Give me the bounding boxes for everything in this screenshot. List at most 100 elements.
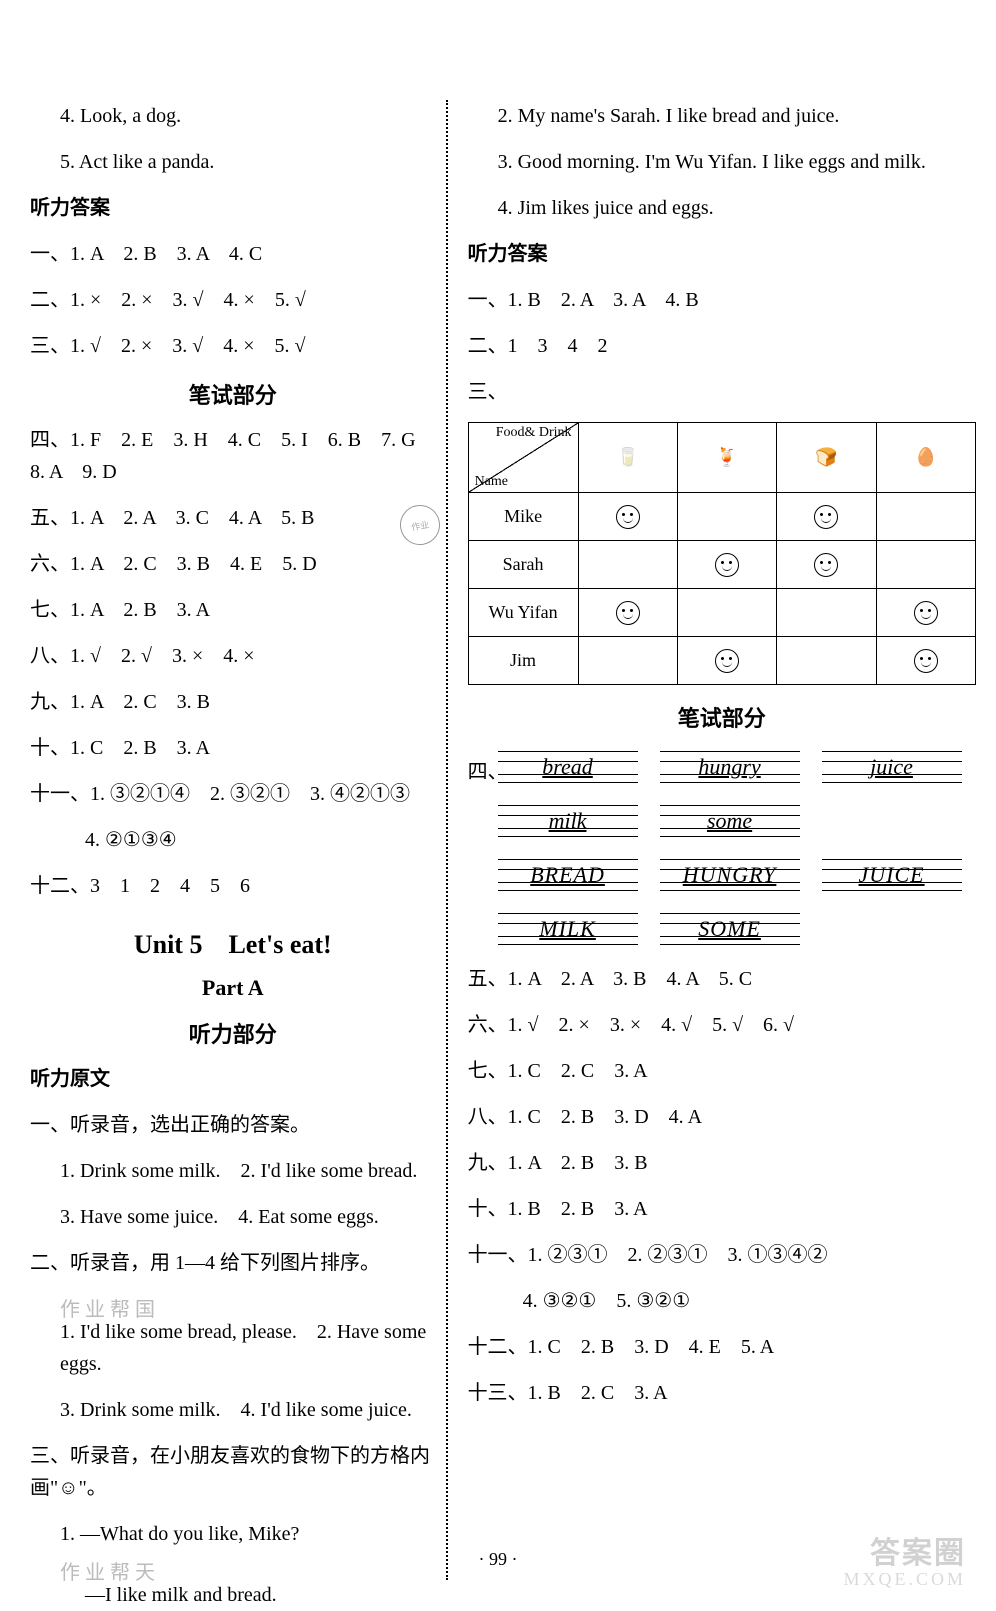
- section-title: 听力部分: [30, 1017, 436, 1049]
- text: 3. Good morning. I'm Wu Yifan. I like eg…: [468, 146, 976, 178]
- juice-icon: 🍹: [677, 423, 776, 493]
- milk-icon: 🥛: [578, 423, 677, 493]
- left-column: 4. Look, a dog. 5. Act like a panda. 听力答…: [30, 100, 446, 1580]
- handwriting-word: bread: [498, 747, 638, 787]
- mark-cell: [876, 589, 975, 637]
- mark-cell: [777, 541, 876, 589]
- diag-header: Food& Drink Name: [468, 423, 578, 493]
- answer-row: 十一、1. ③②①④ 2. ③②① 3. ④②①③: [30, 778, 436, 810]
- answer-row: 五、1. A 2. A 3. C 4. A 5. B: [30, 502, 436, 534]
- name-cell: Mike: [468, 493, 578, 541]
- mark-cell: [677, 589, 776, 637]
- answer-row: 4. ②①③④: [30, 824, 436, 856]
- hw-row: bread hungry juice: [498, 747, 976, 787]
- smile-icon: [914, 601, 938, 625]
- mark-cell: [876, 493, 975, 541]
- answer-row: 八、1. √ 2. √ 3. × 4. ×: [30, 640, 436, 672]
- text: 1. Drink some milk. 2. I'd like some bre…: [30, 1155, 436, 1187]
- answer-row: 一、1. A 2. B 3. A 4. C: [30, 238, 436, 270]
- question: 二、听录音，用 1—4 给下列图片排序。: [30, 1247, 436, 1279]
- answer-row: 十二、3 1 2 4 5 6: [30, 870, 436, 902]
- mark-cell: [578, 541, 677, 589]
- part-title: Part A: [30, 975, 436, 1001]
- question: 一、听录音，选出正确的答案。: [30, 1109, 436, 1141]
- food-table: Food& Drink Name 🥛 🍹 🍞 🥚 MikeSarahWu Yif…: [468, 422, 976, 685]
- right-column: 2. My name's Sarah. I like bread and jui…: [446, 100, 976, 1580]
- mark-cell: [876, 541, 975, 589]
- mark-cell: [677, 637, 776, 685]
- answer-row: 十一、1. ②③① 2. ②③① 3. ①③④②: [468, 1239, 976, 1271]
- page-columns: 4. Look, a dog. 5. Act like a panda. 听力答…: [30, 100, 976, 1580]
- answer-row: 一、1. B 2. A 3. A 4. B: [468, 284, 976, 316]
- answer-row: 六、1. √ 2. × 3. × 4. √ 5. √ 6. √: [468, 1009, 976, 1041]
- heading: 听力原文: [30, 1063, 436, 1095]
- mark-cell: [677, 493, 776, 541]
- text: —I like milk and bread.: [30, 1579, 436, 1611]
- answer-row: 九、1. A 2. C 3. B: [30, 686, 436, 718]
- handwriting-word: milk: [498, 801, 638, 841]
- answer-row: 4. ③②① 5. ③②①: [468, 1285, 976, 1317]
- mark-cell: [578, 589, 677, 637]
- table-row: Mike: [468, 493, 975, 541]
- handwriting-word: HUNGRY: [660, 855, 800, 895]
- handwriting-word: JUICE: [822, 855, 962, 895]
- answer-row: 二、1. × 2. × 3. √ 4. × 5. √: [30, 284, 436, 316]
- smile-icon: [914, 649, 938, 673]
- handwriting-block: 四、 bread hungry juice milk some BREAD HUNGRY…: [468, 747, 976, 963]
- answer-row: 三、: [468, 376, 976, 408]
- handwriting-word: juice: [822, 747, 962, 787]
- answer-row: 七、1. C 2. C 3. A: [468, 1055, 976, 1087]
- diag-bottom: Name: [475, 474, 508, 490]
- answer-row: 七、1. A 2. B 3. A: [30, 594, 436, 626]
- mark-cell: [677, 541, 776, 589]
- mark-cell: [578, 637, 677, 685]
- diag-top: Food& Drink: [496, 425, 572, 442]
- handwriting-word: hungry: [660, 747, 800, 787]
- section-title: 笔试部分: [30, 378, 436, 410]
- text: 3. Have some juice. 4. Eat some eggs.: [30, 1201, 436, 1233]
- watermark: 答案圈: [870, 1528, 966, 1572]
- heading: 听力答案: [468, 238, 976, 270]
- handwriting-word: MILK: [498, 909, 638, 949]
- answer-row: 十、1. B 2. B 3. A: [468, 1193, 976, 1225]
- text: 3. Drink some milk. 4. I'd like some jui…: [30, 1394, 436, 1426]
- smile-icon: [715, 553, 739, 577]
- unit-title: Unit 5 Let's eat!: [30, 924, 436, 961]
- name-cell: Jim: [468, 637, 578, 685]
- mark-cell: [777, 589, 876, 637]
- answer-row: 五、1. A 2. A 3. B 4. A 5. C: [468, 963, 976, 995]
- answer-row: 十、1. C 2. B 3. A: [30, 732, 436, 764]
- smile-icon: [715, 649, 739, 673]
- hw-label: 四、: [468, 747, 498, 784]
- heading: 听力答案: [30, 192, 436, 224]
- bread-icon: 🍞: [777, 423, 876, 493]
- section-title: 笔试部分: [468, 701, 976, 733]
- hw-rows: bread hungry juice milk some BREAD HUNGRY JUI…: [498, 747, 976, 963]
- mark-cell: [777, 637, 876, 685]
- name-cell: Sarah: [468, 541, 578, 589]
- answer-row: 三、1. √ 2. × 3. √ 4. × 5. √: [30, 330, 436, 362]
- mark-cell: [777, 493, 876, 541]
- answer-row: 六、1. A 2. C 3. B 4. E 5. D: [30, 548, 436, 580]
- mark-cell: [578, 493, 677, 541]
- answer-row: 二、1 3 4 2: [468, 330, 976, 362]
- handwriting-word: BREAD: [498, 855, 638, 895]
- hw-row: MILK SOME: [498, 909, 976, 949]
- question: 三、听录音，在小朋友喜欢的食物下的方格内画"☺"。: [30, 1440, 436, 1504]
- hw-row: milk some: [498, 801, 976, 841]
- smile-icon: [616, 505, 640, 529]
- page-number: · 99 ·: [0, 1549, 996, 1570]
- text: 2. My name's Sarah. I like bread and jui…: [468, 100, 976, 132]
- handwriting-word: SOME: [660, 909, 800, 949]
- table-header-row: Food& Drink Name 🥛 🍹 🍞 🥚: [468, 423, 975, 493]
- text: 1. —What do you like, Mike?: [30, 1518, 436, 1550]
- text: 4. Look, a dog.: [30, 100, 436, 132]
- answer-row: 八、1. C 2. B 3. D 4. A: [468, 1101, 976, 1133]
- answer-row: 九、1. A 2. B 3. B: [468, 1147, 976, 1179]
- table-row: Wu Yifan: [468, 589, 975, 637]
- text: 4. Jim likes juice and eggs.: [468, 192, 976, 224]
- handwriting-word: some: [660, 801, 800, 841]
- egg-icon: 🥚: [876, 423, 975, 493]
- text: 5. Act like a panda.: [30, 146, 436, 178]
- table-row: Sarah: [468, 541, 975, 589]
